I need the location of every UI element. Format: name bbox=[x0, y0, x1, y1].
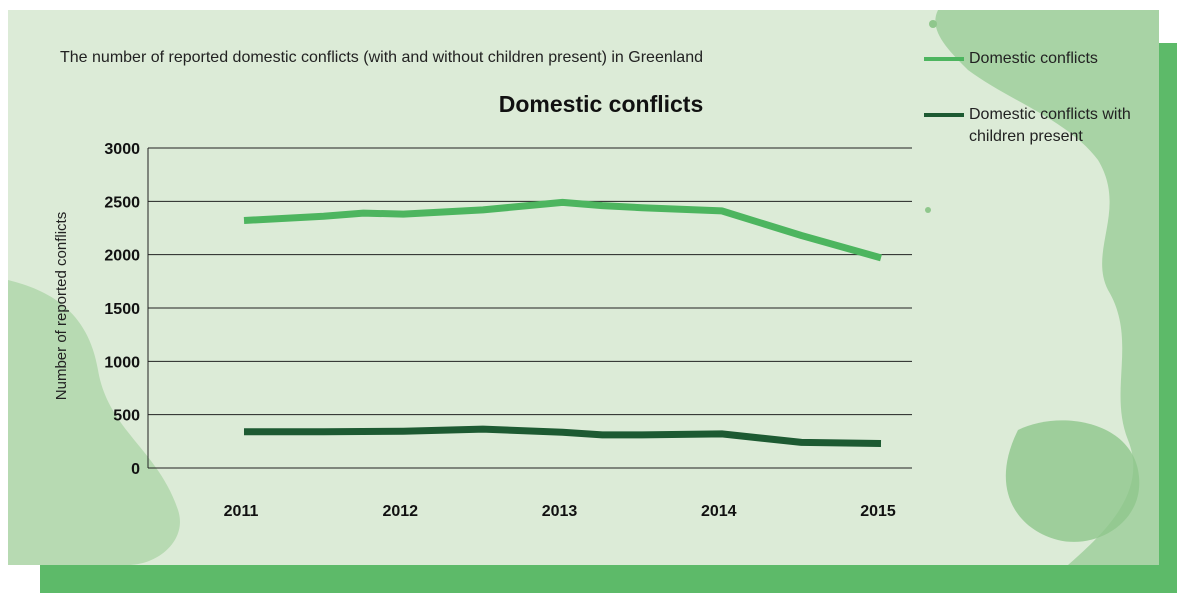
x-axis-ticks: 2011 2012 2013 2014 2015 bbox=[224, 503, 896, 520]
series-lines bbox=[243, 198, 882, 447]
x-tick-label: 2012 bbox=[382, 503, 418, 520]
y-axis-ticks: 0 500 1000 1500 2000 2500 3000 bbox=[104, 141, 140, 478]
y-tick-label: 2000 bbox=[104, 248, 140, 265]
y-tick-label: 1500 bbox=[104, 301, 140, 318]
legend-item-children-present: Domestic conflicts with children present bbox=[924, 104, 1159, 148]
legend: Domestic conflicts Domestic conflicts wi… bbox=[924, 48, 1159, 182]
gridlines bbox=[147, 147, 912, 469]
y-tick-label: 3000 bbox=[104, 141, 140, 158]
legend-item-domestic-conflicts: Domestic conflicts bbox=[924, 48, 1159, 70]
x-tick-label: 2013 bbox=[542, 503, 578, 520]
y-tick-label: 500 bbox=[113, 408, 140, 425]
chart-title: Domestic conflicts bbox=[499, 91, 704, 117]
x-tick-label: 2015 bbox=[860, 503, 896, 520]
series-line-domestic-conflicts bbox=[243, 198, 882, 262]
legend-swatch-children-present bbox=[924, 113, 964, 117]
y-axis-label: Number of reported conflicts bbox=[53, 212, 70, 400]
x-tick-label: 2014 bbox=[701, 503, 737, 520]
chart-subtitle: The number of reported domestic conflict… bbox=[60, 49, 703, 66]
y-tick-label: 2500 bbox=[104, 194, 140, 211]
legend-label-children-present: Domestic conflicts with children present bbox=[969, 106, 1131, 145]
x-tick-label: 2011 bbox=[224, 503, 259, 520]
y-tick-label: 0 bbox=[131, 461, 140, 478]
legend-label-domestic-conflicts: Domestic conflicts bbox=[969, 50, 1098, 67]
legend-swatch-domestic-conflicts bbox=[924, 57, 964, 61]
watercolor-splash-decoration bbox=[8, 10, 1159, 565]
chart-card: The number of reported domestic conflict… bbox=[8, 10, 1159, 565]
line-chart: Domestic conflicts Number of reported co… bbox=[53, 91, 912, 520]
series-line-children-present bbox=[244, 425, 882, 447]
y-tick-label: 1000 bbox=[104, 354, 140, 371]
